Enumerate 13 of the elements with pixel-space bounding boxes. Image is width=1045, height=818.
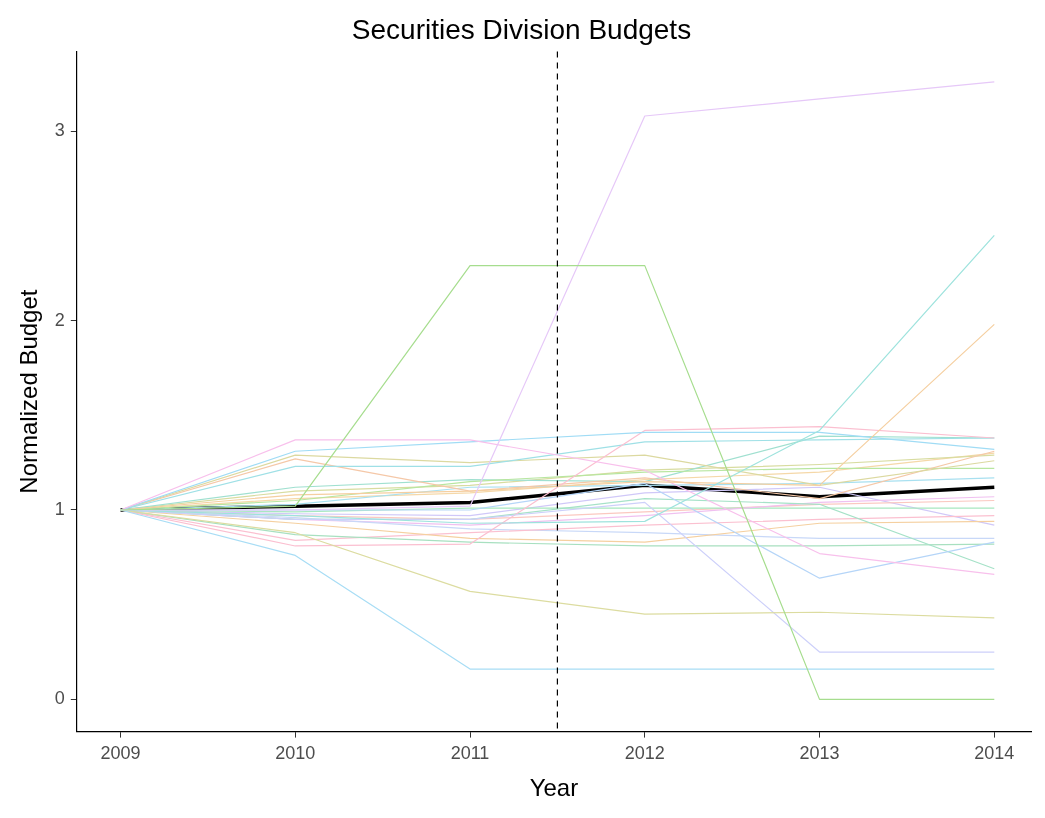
y-tick-label: 0 (54, 688, 65, 709)
x-tick-label: 2014 (974, 743, 1015, 764)
x-tick-label: 2013 (799, 743, 840, 764)
y-tick-label: 1 (54, 498, 65, 519)
x-tick-label: 2010 (275, 743, 316, 764)
y-axis-title: Normalized Budget (15, 289, 43, 494)
x-tick-label: 2011 (450, 743, 490, 764)
x-tick-label: 2012 (624, 743, 665, 764)
y-tick-label: 2 (54, 309, 65, 330)
x-tick-label: 2009 (100, 743, 141, 764)
x-axis-title: Year (529, 774, 579, 802)
chart-title: Securities Division Budgets (351, 13, 692, 45)
y-tick-label: 3 (54, 120, 65, 141)
